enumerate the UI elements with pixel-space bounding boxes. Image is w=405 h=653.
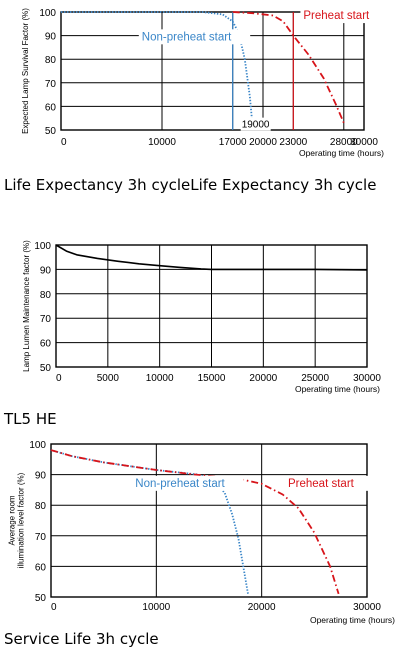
plot-frame: [60, 11, 365, 131]
y-tick-label: 50: [45, 126, 57, 137]
series-line-preheat-start: [232, 11, 345, 124]
x-axis-label: Operating time (hours): [295, 384, 380, 394]
series-line-preheat-start: [50, 449, 340, 595]
non-preheat-start-label-bg: [138, 29, 251, 45]
plot-frame: [50, 443, 368, 598]
y-tick-label: 60: [45, 102, 57, 113]
chart-caption: Service Life 3h cycle: [4, 630, 159, 648]
y-tick-label: 90: [35, 471, 47, 482]
x-axis-label: Operating time (hours): [299, 148, 384, 158]
y-tick-label: 80: [40, 290, 52, 301]
series-line-non-preheat-start: [50, 449, 249, 595]
x-tick-label: 5000: [97, 373, 120, 384]
x-axis-label: Operating time (hours): [310, 615, 395, 625]
y-tick-label: 100: [29, 440, 46, 451]
x-tick-label: 28000: [330, 137, 358, 148]
x-tick-label: 10000: [146, 373, 174, 384]
x-tick-label: 17000: [219, 137, 247, 148]
x-tick-label: 30000: [350, 137, 378, 148]
x-tick-label: 30000: [353, 373, 381, 384]
preheat-start-label-bg: [285, 475, 372, 491]
x-tick-label: 15000: [198, 373, 226, 384]
preheat-start-label: Preheat start: [303, 10, 370, 22]
x-tick-label: 23000: [279, 137, 307, 148]
x-tick-label: 0: [51, 602, 57, 613]
x-tick-label: 10000: [148, 137, 176, 148]
chart-caption: Life Expectancy 3h cycleLife Expectancy …: [4, 176, 377, 194]
y-axis-label: Average roomillumination level factor (%…: [8, 472, 26, 568]
19000-label-bg: [240, 117, 271, 131]
x-tick-label: 10000: [142, 602, 170, 613]
x-tick-label: 25000: [301, 373, 329, 384]
x-tick-label: 0: [61, 137, 67, 148]
x-tick-label: 20000: [248, 602, 276, 613]
y-tick-label: 60: [40, 339, 52, 350]
y-tick-label: 100: [39, 8, 56, 19]
non-preheat-start-label: Non-preheat start: [142, 31, 232, 43]
x-tick-label: 20000: [249, 137, 277, 148]
preheat-start-label-bg: [300, 8, 387, 24]
y-tick-label: 80: [35, 501, 47, 512]
plot-frame: [55, 244, 368, 368]
x-tick-label: 30000: [353, 602, 381, 613]
y-tick-label: 90: [45, 32, 57, 43]
preheat-start-label: Preheat start: [288, 478, 355, 490]
y-tick-label: 50: [40, 363, 52, 374]
y-tick-label: 70: [45, 79, 57, 90]
19000-label: 19000: [242, 120, 270, 131]
y-tick-label: 100: [34, 241, 51, 252]
series-line-lumen-maintenance: [55, 244, 368, 271]
y-tick-label: 50: [35, 593, 47, 604]
series-line-non-preheat-start: [61, 11, 254, 131]
x-tick-label: 0: [56, 373, 62, 384]
y-tick-label: 60: [35, 562, 47, 573]
y-tick-label: 70: [40, 314, 52, 325]
chart-caption: TL5 HE: [4, 410, 57, 428]
y-tick-label: 90: [40, 265, 52, 276]
x-tick-label: 20000: [249, 373, 277, 384]
y-tick-label: 80: [45, 55, 57, 66]
y-axis-label: Lamp Lumen Maintenance factor (%): [22, 240, 31, 372]
non-preheat-start-label: Non-preheat start: [135, 478, 225, 490]
y-tick-label: 70: [35, 532, 47, 543]
y-axis-label: Expected Lamp Survival Factor (%): [21, 8, 30, 134]
non-preheat-start-label-bg: [132, 475, 244, 491]
